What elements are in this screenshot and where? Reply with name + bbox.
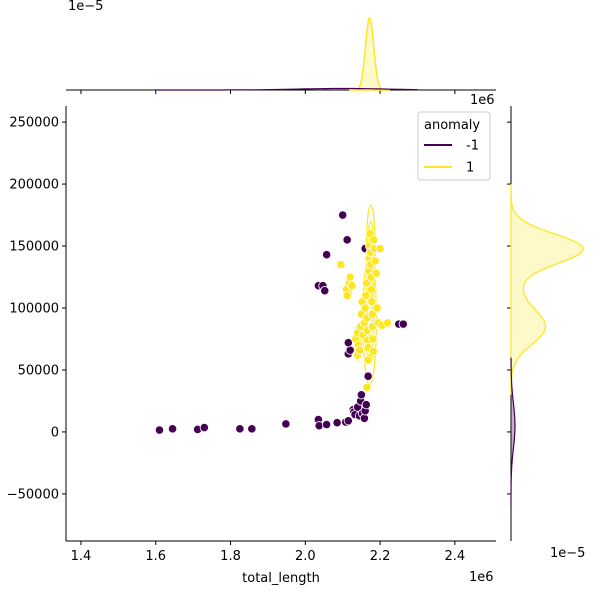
scatter-point-anomaly xyxy=(345,345,355,355)
scatter-point-normal xyxy=(360,303,370,313)
x-tick-label: 1.4 xyxy=(71,549,92,564)
top-marginal-density xyxy=(66,17,496,94)
scatter-point-normal xyxy=(367,297,377,307)
scatter-point-normal xyxy=(371,268,381,278)
scatter-point-normal xyxy=(354,345,365,355)
scatter-point-anomaly xyxy=(338,210,348,220)
y-tick-label: −50000 xyxy=(7,487,59,502)
scatter-point-normal xyxy=(375,243,385,254)
legend-box xyxy=(417,111,491,181)
scatter-point-normal xyxy=(382,318,393,328)
right-marginal-density xyxy=(507,106,584,541)
scatter-point-normal xyxy=(368,334,378,344)
x-axis-label: total_length xyxy=(242,571,320,586)
scatter-point-anomaly xyxy=(398,319,408,329)
legend-title: anomaly xyxy=(424,118,480,133)
x-tick-label: 2.0 xyxy=(295,549,316,564)
scatter-point-normal xyxy=(363,355,373,365)
top-marginal-curve xyxy=(349,17,390,91)
legend: anomaly -1 1 xyxy=(417,111,491,181)
scatter-point-anomaly xyxy=(199,423,209,433)
scatter-point-anomaly xyxy=(320,286,330,296)
scatter-point-normal xyxy=(362,278,372,288)
scatter-point-anomaly xyxy=(361,400,371,410)
scatter-points xyxy=(154,210,408,435)
scatter-point-anomaly xyxy=(332,418,342,428)
scatter-point-anomaly xyxy=(322,419,332,430)
scatter-point-normal xyxy=(342,291,352,301)
scatter-point-anomaly xyxy=(342,235,352,245)
x-tick-label: 2.4 xyxy=(445,549,466,564)
scatter-point-normal xyxy=(362,382,372,392)
legend-entry-label: 1 xyxy=(466,161,474,176)
scatter-point-normal xyxy=(372,303,382,313)
scatter-point-anomaly xyxy=(154,425,165,435)
y-tick-label: 100000 xyxy=(9,302,59,317)
scatter-point-anomaly xyxy=(235,424,245,434)
scatter-point-anomaly xyxy=(247,424,257,434)
y-tick-label: 150000 xyxy=(9,240,59,255)
scatter-point-normal xyxy=(366,284,377,295)
right-marginal-curve xyxy=(510,184,584,395)
top-marginal-offset-label: 1e−5 xyxy=(68,0,103,14)
scatter-point-normal xyxy=(345,272,355,282)
x-tick-label: 1.6 xyxy=(145,549,166,564)
scatter-point-anomaly xyxy=(356,390,366,400)
y-tick-label: 200000 xyxy=(9,178,59,193)
scatter-point-normal xyxy=(361,291,371,301)
scatter-point-anomaly xyxy=(322,250,332,260)
right-marginal-anomaly-curve xyxy=(510,357,516,507)
legend-entry-label: -1 xyxy=(466,139,479,154)
scatter-point-anomaly xyxy=(343,416,353,426)
main-plot-area: 1.4 1.6 1.8 2.0 2.2 2.4 −50000 0 50000 100000 150… xyxy=(7,106,496,564)
scatter-point-normal xyxy=(367,309,377,319)
y-tick-label: 250000 xyxy=(9,116,59,131)
x-axis-offset-label: 1e6 xyxy=(469,570,494,585)
scatter-point-anomaly xyxy=(343,338,353,348)
scatter-point-anomaly xyxy=(314,421,324,431)
x-axis: 1.4 1.6 1.8 2.0 2.2 2.4 xyxy=(71,541,466,564)
y-tick-label: 0 xyxy=(51,425,59,440)
scatter-point-anomaly xyxy=(167,424,178,434)
right-marginal-offset-label: 1e−5 xyxy=(550,546,585,561)
scatter-point-normal xyxy=(370,256,380,266)
scatter-point-normal xyxy=(336,260,346,270)
top-marginal-anomaly-curve xyxy=(155,87,418,91)
scatter-point-anomaly xyxy=(363,371,373,381)
y-tick-label: 50000 xyxy=(18,363,59,378)
scatter-point-normal xyxy=(369,235,379,245)
scatter-point-normal xyxy=(347,281,357,291)
x-tick-label: 1.8 xyxy=(220,549,241,564)
right-marginal-top-offset-label: 1e6 xyxy=(470,93,495,108)
scatter-point-anomaly xyxy=(281,419,291,429)
y-axis: −50000 0 50000 100000 150000 200000 250000 xyxy=(7,116,66,502)
x-tick-label: 2.2 xyxy=(370,549,391,564)
